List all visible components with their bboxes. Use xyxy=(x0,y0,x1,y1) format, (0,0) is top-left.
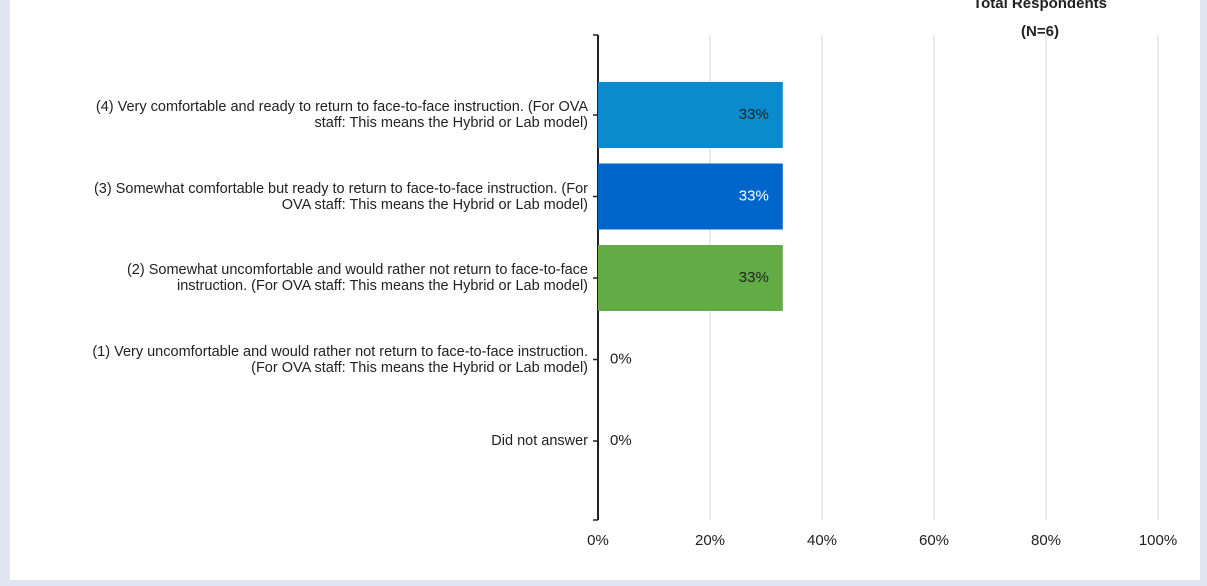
bar xyxy=(598,245,783,311)
category-label: (4) Very comfortable and ready to return… xyxy=(95,99,588,131)
category-label: (3) Somewhat comfortable but ready to re… xyxy=(93,180,588,213)
data-label: 33% xyxy=(739,106,769,123)
bar xyxy=(598,82,783,148)
data-label: 0% xyxy=(610,350,632,367)
chart-panel: Total Respondents (N=6) 0% 20% 40% 60% 80% 10… xyxy=(10,0,1200,580)
data-label: 0% xyxy=(610,432,632,449)
category-label: (2) Somewhat uncomfortable and would rat… xyxy=(126,262,588,294)
data-label: 33% xyxy=(739,269,769,286)
chart: Total Respondents (N=6) 0% 20% 40% 60% 80% 10… xyxy=(587,0,1177,549)
x-tick-label: 0% xyxy=(587,532,609,549)
x-tick-label: 40% xyxy=(807,532,837,549)
x-tick-label: 20% xyxy=(695,532,725,549)
category-label: Did not answer xyxy=(491,433,588,449)
bar xyxy=(598,163,783,230)
data-label: 33% xyxy=(739,187,769,204)
chart-subtitle: (N=6) xyxy=(1021,23,1059,40)
x-tick-label: 100% xyxy=(1139,532,1177,549)
category-label: (1) Very uncomfortable and would rather … xyxy=(92,343,588,376)
x-tick-label: 80% xyxy=(1031,532,1061,549)
chart-title: Total Respondents xyxy=(973,0,1107,12)
x-tick-label: 60% xyxy=(919,532,949,549)
